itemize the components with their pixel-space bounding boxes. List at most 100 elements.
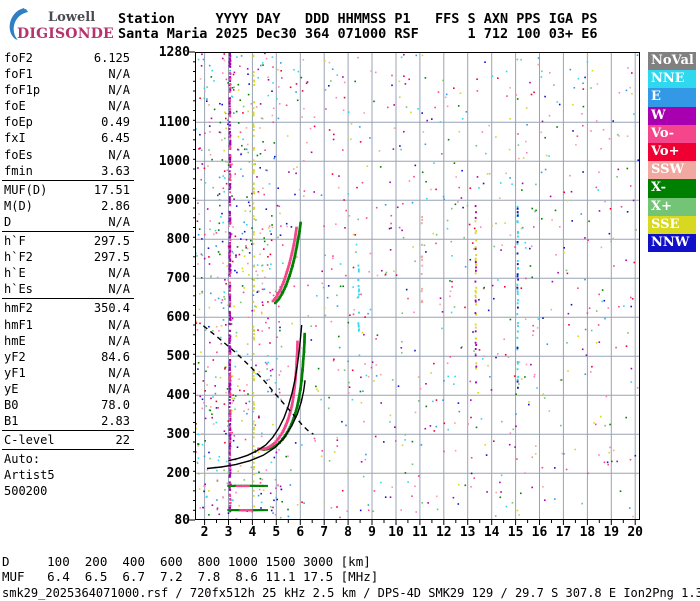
param-value: 2.86 (101, 198, 130, 214)
param-value: 84.6 (101, 349, 130, 365)
param-divider-4 (2, 430, 134, 431)
param-label: hmF1 (4, 317, 33, 333)
ionogram-plot[interactable] (195, 52, 640, 520)
lowell-digisonde-logo: Lowell DIGISONDE (4, 6, 116, 42)
param-row-clevel: C-level 22 (2, 432, 134, 448)
param-row-d: D N/A (2, 214, 134, 230)
legend-item-nnw[interactable]: NNW (648, 234, 696, 252)
param-row-hmf1: hmF1 N/A (2, 317, 134, 333)
param-label: foF1p (4, 82, 40, 98)
param-divider-5 (2, 449, 134, 450)
legend-item-ssw[interactable]: SSW (648, 161, 696, 179)
auto-program: Artist5 (2, 467, 134, 483)
y-axis-ticks (150, 40, 210, 540)
legend-label: SSW (651, 162, 684, 177)
param-label: yF2 (4, 349, 26, 365)
param-value: 6.125 (94, 50, 130, 66)
param-label: hmF2 (4, 300, 33, 316)
param-row-md: M(D) 2.86 (2, 198, 134, 214)
param-value: 2.83 (101, 413, 130, 429)
param-label: M(D) (4, 198, 33, 214)
param-value: 0.49 (101, 114, 130, 130)
param-label: h`F2 (4, 249, 33, 265)
footer-muf-row: MUF 6.4 6.5 6.7 7.2 7.8 8.6 11.1 17.5 [M… (2, 569, 700, 584)
legend-item-x-plus[interactable]: X+ (648, 198, 696, 216)
param-label: foF1 (4, 66, 33, 82)
legend-item-e[interactable]: E (648, 88, 696, 106)
param-value: N/A (108, 214, 130, 230)
param-value: N/A (108, 381, 130, 397)
legend-label: X- (651, 180, 666, 195)
param-label: h`F (4, 233, 26, 249)
legend-label: X+ (651, 199, 672, 214)
param-row-ye: yE N/A (2, 381, 134, 397)
param-label: yE (4, 381, 18, 397)
param-group-clevel: C-level 22 (2, 432, 134, 448)
param-row-foep: foEp 0.49 (2, 114, 134, 130)
legend-item-x-minus[interactable]: X- (648, 179, 696, 197)
param-value: 22 (116, 432, 130, 448)
param-value: N/A (108, 98, 130, 114)
auto-label: Auto: (2, 451, 134, 467)
param-value: N/A (108, 365, 130, 381)
param-row-hpe: h`E N/A (2, 265, 134, 281)
param-value: N/A (108, 265, 130, 281)
param-value: N/A (108, 333, 130, 349)
param-row-fof1p: foF1p N/A (2, 82, 134, 98)
legend-item-vo-plus[interactable]: Vo+ (648, 143, 696, 161)
legend-label: Vo+ (651, 144, 679, 159)
direction-legend: NoVal NNE E W Vo- Vo+ SSW X- X+ SSE NNW (648, 52, 696, 252)
station-header: Station YYYY DAY DDD HHMMSS P1 FFS S AXN… (118, 12, 598, 42)
param-row-fmin: fmin 3.63 (2, 163, 134, 179)
plot-frame (195, 52, 640, 520)
legend-item-w[interactable]: W (648, 107, 696, 125)
param-row-mufd: MUF(D)17.51 (2, 182, 134, 198)
param-group-auto: Auto: Artist5 500200 (2, 451, 134, 499)
param-value: 297.5 (94, 249, 130, 265)
param-label: D (4, 214, 11, 230)
param-value: N/A (108, 82, 130, 98)
legend-label: W (651, 108, 666, 123)
param-label: foEp (4, 114, 33, 130)
legend-label: NNE (651, 71, 685, 86)
legend-item-vo-minus[interactable]: Vo- (648, 125, 696, 143)
param-label: C-level (4, 432, 55, 448)
param-label: hmE (4, 333, 26, 349)
footer-distance-row: D 100 200 400 600 800 1000 1500 3000 [km… (2, 554, 700, 569)
param-row-fof2: foF2 6.125 (2, 50, 134, 66)
legend-label: SSE (651, 217, 679, 232)
header-line-labels: Station YYYY DAY DDD HHMMSS P1 FFS S AXN… (118, 11, 598, 27)
auto-version: 500200 (2, 483, 134, 499)
legend-item-noval[interactable]: NoVal (648, 52, 696, 70)
param-label: h`E (4, 265, 26, 281)
param-value: 17.51 (94, 182, 130, 198)
param-label: yF1 (4, 365, 26, 381)
footer-source-row: smk29_2025364071000.rsf / 720fx512h 25 k… (2, 586, 700, 601)
param-label: h`Es (4, 281, 33, 297)
legend-item-sse[interactable]: SSE (648, 216, 696, 234)
param-value: N/A (108, 317, 130, 333)
param-label: foF2 (4, 50, 33, 66)
param-value: N/A (108, 66, 130, 82)
param-label: fmin (4, 163, 33, 179)
legend-label: E (651, 89, 661, 104)
param-label: foEs (4, 147, 33, 163)
param-divider-2 (2, 231, 134, 232)
param-value: 3.63 (101, 163, 130, 179)
param-value: 6.45 (101, 130, 130, 146)
legend-item-nne[interactable]: NNE (648, 70, 696, 88)
param-group-muf: MUF(D)17.51 M(D) 2.86 D N/A (2, 182, 134, 230)
param-row-fof1: foF1 N/A (2, 66, 134, 82)
x-axis-ticks (195, 520, 645, 530)
footer: D 100 200 400 600 800 1000 1500 3000 [km… (2, 554, 700, 601)
